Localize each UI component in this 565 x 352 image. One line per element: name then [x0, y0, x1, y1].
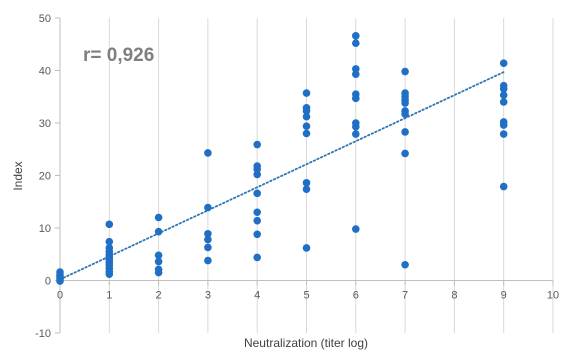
data-point	[499, 130, 508, 138]
x-tick-label-2: 2	[156, 290, 162, 302]
data-point	[253, 165, 261, 173]
data-point	[302, 129, 311, 138]
correlation-annotation: r= 0,926	[83, 45, 154, 66]
data-point	[499, 98, 508, 106]
data-point	[302, 122, 311, 130]
data-point	[352, 39, 360, 47]
tick-labels: 0 1 2 3 4 5 6 7 8 9 10 -10 0 10 20 30 40 50	[35, 13, 559, 340]
x-tick-label-9: 9	[501, 290, 507, 302]
data-point	[302, 179, 311, 187]
y-tick-label-0: 0	[45, 276, 51, 288]
x-tick-label-8: 8	[451, 290, 457, 302]
data-point	[352, 70, 360, 78]
data-point	[253, 140, 261, 149]
data-point	[302, 107, 311, 115]
data-point	[302, 244, 311, 252]
y-tick-label-30: 30	[39, 118, 51, 130]
gridlines	[108, 18, 554, 333]
y-tick-label-10: 10	[39, 223, 51, 235]
x-tick-label-6: 6	[353, 290, 359, 302]
data-point	[105, 220, 114, 229]
data-point	[204, 243, 212, 252]
data-point	[204, 149, 212, 157]
data-point	[154, 257, 163, 266]
data-point	[302, 112, 311, 121]
data-point	[253, 230, 261, 239]
data-point	[253, 170, 261, 179]
data-point	[105, 270, 114, 279]
data-point	[401, 67, 409, 76]
data-point	[154, 268, 163, 277]
data-point	[204, 203, 212, 212]
data-point	[401, 128, 409, 136]
data-point	[204, 235, 212, 244]
data-point	[302, 89, 311, 97]
data-point	[154, 227, 163, 236]
data-point	[499, 121, 508, 129]
data-point	[352, 94, 360, 103]
x-tick-label-5: 5	[303, 290, 309, 302]
data-point	[302, 185, 311, 193]
data-point	[499, 85, 508, 93]
data-point	[499, 91, 508, 99]
data-point	[401, 110, 409, 118]
y-tick-label--10: -10	[35, 328, 51, 340]
data-point	[499, 59, 508, 67]
data-point	[401, 149, 409, 158]
data-point	[253, 208, 261, 217]
x-axis-title: Neutralization (titer log)	[244, 336, 368, 350]
data-point	[154, 251, 163, 260]
x-tick-label-1: 1	[106, 290, 112, 302]
data-point	[204, 256, 212, 265]
trendline	[59, 71, 505, 281]
data-point	[253, 253, 261, 262]
data-point	[352, 65, 360, 73]
data-point	[352, 122, 360, 131]
x-tick-label-10: 10	[547, 290, 559, 302]
y-tick-label-50: 50	[39, 13, 51, 25]
data-point	[352, 225, 360, 233]
x-tick-label-3: 3	[205, 290, 211, 302]
data-point	[204, 229, 212, 238]
x-tick-label-7: 7	[402, 290, 408, 302]
data-point	[401, 99, 409, 107]
data-point	[499, 182, 508, 191]
data-points	[56, 32, 508, 285]
data-point	[154, 213, 163, 222]
y-tick-label-40: 40	[39, 66, 51, 78]
x-tick-label-0: 0	[57, 290, 63, 302]
data-point	[253, 189, 261, 198]
y-axis-title: Index	[11, 161, 25, 190]
y-tick-label-20: 20	[39, 171, 51, 183]
data-point	[253, 216, 261, 225]
data-point	[401, 260, 409, 269]
data-point	[56, 277, 64, 285]
data-point	[352, 130, 360, 138]
data-point	[105, 237, 114, 246]
trendline-group	[59, 71, 505, 281]
data-point	[352, 32, 360, 40]
x-tick-label-4: 4	[254, 290, 260, 302]
